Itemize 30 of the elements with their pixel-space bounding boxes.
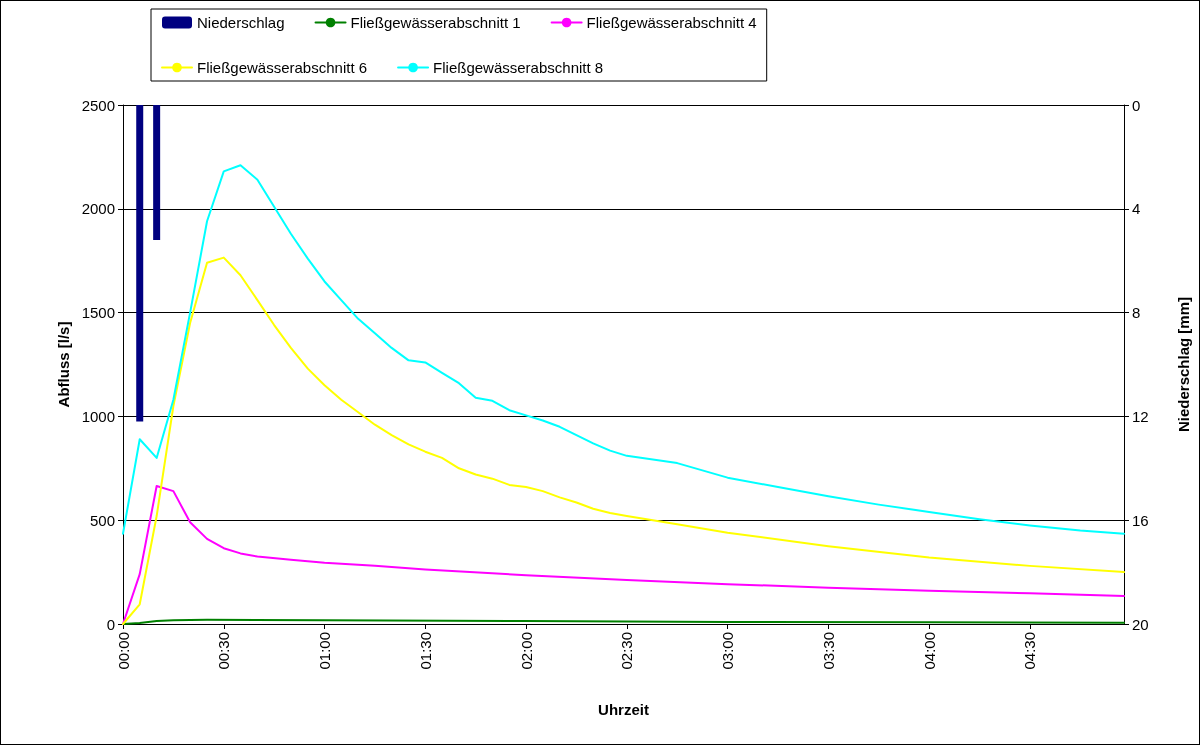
x-tick-label: 00:00 bbox=[114, 632, 132, 670]
y2-tick-label: 4 bbox=[1132, 200, 1141, 218]
legend-label: Fließgewässerabschnitt 6 bbox=[197, 59, 368, 76]
y-tick-label: 2500 bbox=[81, 96, 115, 114]
y-axis-title: Abfluss [l/s] bbox=[54, 321, 72, 408]
x-tick-label: 02:30 bbox=[618, 632, 636, 670]
x-tick-label: 03:30 bbox=[819, 632, 837, 670]
x-tick-label: 01:30 bbox=[416, 632, 434, 670]
x-tick-label: 01:00 bbox=[316, 632, 334, 670]
x-tick-label: 04:30 bbox=[1021, 632, 1039, 670]
x-tick-label: 00:30 bbox=[215, 632, 233, 670]
y2-tick-label: 12 bbox=[1132, 407, 1149, 425]
legend-label: Fließgewässerabschnitt 8 bbox=[433, 59, 604, 76]
y-tick-label: 500 bbox=[89, 511, 115, 529]
legend-label: Niederschlag bbox=[197, 14, 285, 31]
y2-tick-label: 8 bbox=[1132, 304, 1141, 322]
x-tick-label: 03:00 bbox=[719, 632, 737, 670]
legend-label: Fließgewässerabschnitt 4 bbox=[586, 14, 757, 31]
legend-label: Fließgewässerabschnitt 1 bbox=[350, 14, 521, 31]
y2-axis-title: Niederschlag [mm] bbox=[1175, 296, 1192, 433]
y2-tick-label: 20 bbox=[1132, 615, 1149, 633]
y-tick-label: 2000 bbox=[81, 200, 115, 218]
y-tick-label: 1000 bbox=[81, 407, 115, 425]
x-tick-label: 02:00 bbox=[517, 632, 535, 670]
x-tick-label: 04:00 bbox=[920, 632, 938, 670]
y-tick-label: 1500 bbox=[81, 304, 115, 322]
x-axis-title: Uhrzeit bbox=[598, 701, 649, 718]
y-tick-label: 0 bbox=[106, 615, 115, 633]
y2-tick-label: 16 bbox=[1132, 511, 1149, 529]
y2-tick-label: 0 bbox=[1132, 96, 1141, 114]
